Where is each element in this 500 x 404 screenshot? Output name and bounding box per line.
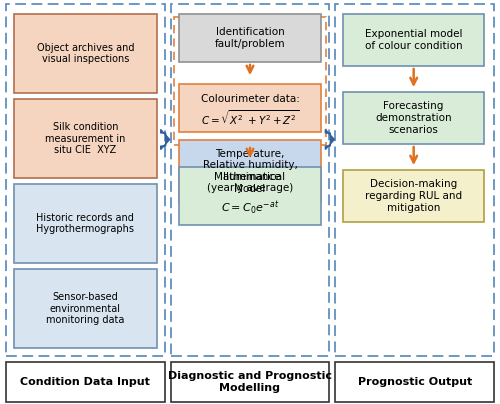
Text: Silk condition
measurement in
situ CIE  XYZ: Silk condition measurement in situ CIE X… xyxy=(45,122,126,155)
Text: Mathematical
Model: Mathematical Model xyxy=(214,173,286,194)
Text: Forecasting
demonstration
scenarios: Forecasting demonstration scenarios xyxy=(376,101,452,135)
Text: Prognostic Output: Prognostic Output xyxy=(358,377,472,387)
Bar xyxy=(178,84,322,132)
Bar xyxy=(178,14,322,62)
Polygon shape xyxy=(160,130,170,149)
Bar xyxy=(178,140,322,202)
Bar xyxy=(174,17,326,145)
Bar xyxy=(170,4,330,356)
Text: Condition Data Input: Condition Data Input xyxy=(20,377,150,387)
Polygon shape xyxy=(326,130,334,149)
Bar xyxy=(344,14,484,66)
Bar xyxy=(178,167,322,225)
Text: Identification
fault/problem: Identification fault/problem xyxy=(214,27,286,49)
Text: Historic records and
Hygrothermographs: Historic records and Hygrothermographs xyxy=(36,213,134,234)
Text: $C=\sqrt{X^2\; +Y^2 + Z^2}$: $C=\sqrt{X^2\; +Y^2 + Z^2}$ xyxy=(201,108,299,127)
Text: $C = C_0 e^{-at}$: $C = C_0 e^{-at}$ xyxy=(221,200,279,217)
Bar xyxy=(344,170,484,222)
Text: Decision-making
regarding RUL and
mitigation: Decision-making regarding RUL and mitiga… xyxy=(365,179,462,213)
Bar xyxy=(336,362,494,402)
Text: Diagnostic and Prognostic
Modelling: Diagnostic and Prognostic Modelling xyxy=(168,371,332,393)
Bar xyxy=(14,184,156,263)
Text: Colourimeter data:: Colourimeter data: xyxy=(200,95,300,104)
Bar xyxy=(14,14,156,93)
Text: Object archives and
visual inspections: Object archives and visual inspections xyxy=(36,43,134,64)
Bar xyxy=(336,4,494,356)
Text: Exponential model
of colour condition: Exponential model of colour condition xyxy=(365,29,462,51)
Bar xyxy=(170,362,330,402)
Bar xyxy=(344,92,484,144)
Bar xyxy=(6,362,164,402)
Bar xyxy=(6,4,164,356)
Bar xyxy=(14,99,156,178)
Text: Sensor-based
environmental
monitoring data: Sensor-based environmental monitoring da… xyxy=(46,292,124,325)
Bar xyxy=(14,269,156,348)
Text: Temperature,
Relative humidity,
Illuminance
(yearly average): Temperature, Relative humidity, Illumina… xyxy=(202,149,298,194)
